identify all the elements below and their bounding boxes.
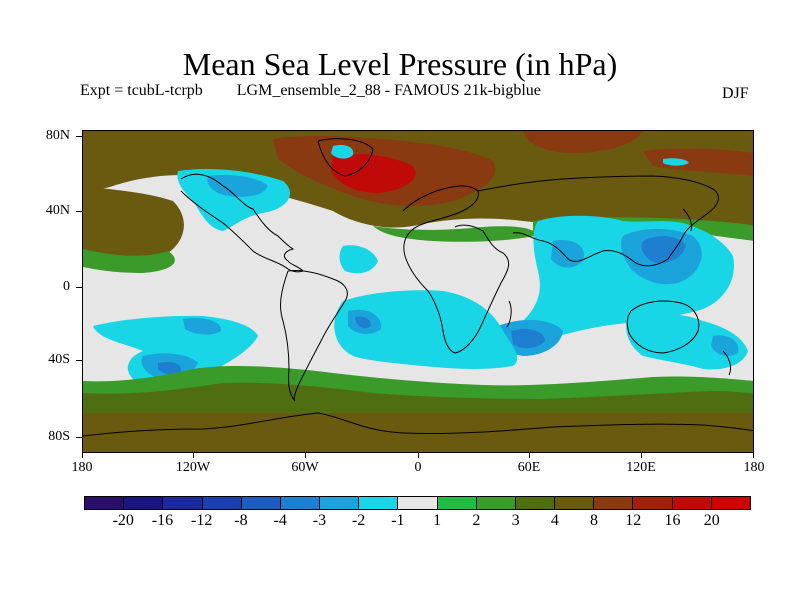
south-america-coast xyxy=(280,270,348,402)
lon-label-0: 0 xyxy=(414,460,422,475)
colorbar-box xyxy=(320,497,360,509)
south-pacific-low-west xyxy=(183,318,222,335)
lat-tick xyxy=(76,211,82,212)
colorbar-level-label: 2 xyxy=(472,512,481,529)
colorbar-level-label: 4 xyxy=(550,512,559,529)
colorbar-level-label: -20 xyxy=(112,512,134,529)
south-pacific-low-center xyxy=(158,361,182,375)
season-label: DJF xyxy=(722,85,749,102)
lon-tick xyxy=(418,453,419,458)
lon-label-180w: 180 xyxy=(71,460,93,475)
madagascar-coast xyxy=(506,300,512,328)
colorbar-box xyxy=(672,497,712,509)
experiment-label: Expt = tcubL-tcrpb xyxy=(80,82,203,99)
south-indian-low-core xyxy=(511,329,545,349)
australia-coast xyxy=(626,300,700,354)
colorbar-box xyxy=(241,497,281,509)
lon-tick xyxy=(305,453,306,458)
lat-label-80n: 80N xyxy=(45,128,70,143)
east-asia-low-center xyxy=(641,236,686,264)
colorbar-level-label: 16 xyxy=(664,512,681,529)
lon-label-180e: 180 xyxy=(743,460,765,475)
greenland-low-spot xyxy=(331,145,354,159)
north-green-edge xyxy=(83,249,175,273)
greenland-coast xyxy=(317,138,374,177)
europe-africa-coast xyxy=(402,185,510,354)
north-america-low-core xyxy=(207,175,268,197)
colorbar-level-label: -1 xyxy=(391,512,405,529)
colorbar-box xyxy=(437,497,477,509)
arctic-darkred xyxy=(643,148,753,176)
north-atlantic-high-core xyxy=(331,154,416,193)
lat-label-0: 0 xyxy=(63,279,70,294)
asia-coast xyxy=(477,175,719,267)
lat-tick xyxy=(76,360,82,361)
subtitle-line: Expt = tcubL-tcrpb LGM_ensemble_2_88 - F… xyxy=(80,82,541,100)
colorbar-box xyxy=(711,497,750,509)
colorbar-level-label: 3 xyxy=(511,512,520,529)
lat-tick xyxy=(76,287,82,288)
tasman-low-core xyxy=(711,335,739,356)
lat-tick xyxy=(76,136,82,137)
lat-tick xyxy=(76,437,82,438)
coastlines xyxy=(83,138,753,437)
lat-label-80s: 80S xyxy=(48,429,70,444)
colorbar-level-label: -4 xyxy=(273,512,287,529)
north-america-coast xyxy=(180,173,304,273)
southern-olive-band xyxy=(83,382,753,416)
brazil-cyan xyxy=(339,245,378,274)
antarctica-coast xyxy=(83,412,753,437)
south-atlantic-low-center xyxy=(355,316,371,329)
atlantic-green-edge xyxy=(373,226,538,242)
indian-low-core xyxy=(551,240,584,268)
colorbar-level-label: -3 xyxy=(312,512,327,529)
lon-label-120w: 120W xyxy=(175,460,211,475)
north-pacific-darkred xyxy=(523,131,643,153)
colorbar-box xyxy=(202,497,242,509)
colorbar-box xyxy=(633,497,673,509)
colorbar-box xyxy=(515,497,556,509)
colorbar-level-label: -12 xyxy=(191,512,213,529)
colorbar-box xyxy=(124,497,164,509)
arctic-cyan-spot xyxy=(663,158,689,166)
colorbar-box xyxy=(398,497,438,509)
colorbar-level-label: 8 xyxy=(590,512,599,529)
colorbar-box xyxy=(359,497,399,509)
colorbar-level-label: -16 xyxy=(151,512,174,529)
tasman-low xyxy=(626,313,748,370)
lon-label-60w: 60W xyxy=(291,460,319,475)
lat-label-40s: 40S xyxy=(48,352,70,367)
colorbar-level-label: 20 xyxy=(703,512,720,529)
colorbar-box xyxy=(555,497,595,509)
japan-coast xyxy=(682,208,692,232)
colorbar-level-label: -8 xyxy=(234,512,248,529)
ensemble-label: LGM_ensemble_2_88 - FAMOUS 21k-bigblue xyxy=(236,82,541,99)
lon-tick xyxy=(641,453,642,458)
south-atlantic-low xyxy=(334,290,518,370)
lon-tick xyxy=(82,453,83,458)
north-pacific-positive xyxy=(83,186,184,262)
colorbar-box xyxy=(594,497,634,509)
pressure-anomaly-map xyxy=(83,131,753,452)
lon-tick xyxy=(753,453,754,458)
lat-label-40n: 40N xyxy=(45,203,70,218)
new-zealand-coast xyxy=(722,350,732,376)
colorbar-level-label: 12 xyxy=(625,512,642,529)
colorbar-box xyxy=(85,497,125,509)
map-panel xyxy=(82,130,754,453)
southern-brown-band xyxy=(83,413,753,452)
colorbar-level-label: -2 xyxy=(351,512,366,529)
colorbar-box xyxy=(163,497,203,509)
colorbar xyxy=(84,496,751,510)
colorbar-box xyxy=(280,497,321,509)
lon-tick xyxy=(529,453,530,458)
lon-tick xyxy=(193,453,194,458)
plot-title: Mean Sea Level Pressure (in hPa) xyxy=(182,46,618,82)
lon-label-120e: 120E xyxy=(626,460,656,475)
lon-label-60e: 60E xyxy=(517,460,541,475)
colorbar-level-label: 1 xyxy=(433,512,442,529)
colorbar-box xyxy=(476,497,516,509)
